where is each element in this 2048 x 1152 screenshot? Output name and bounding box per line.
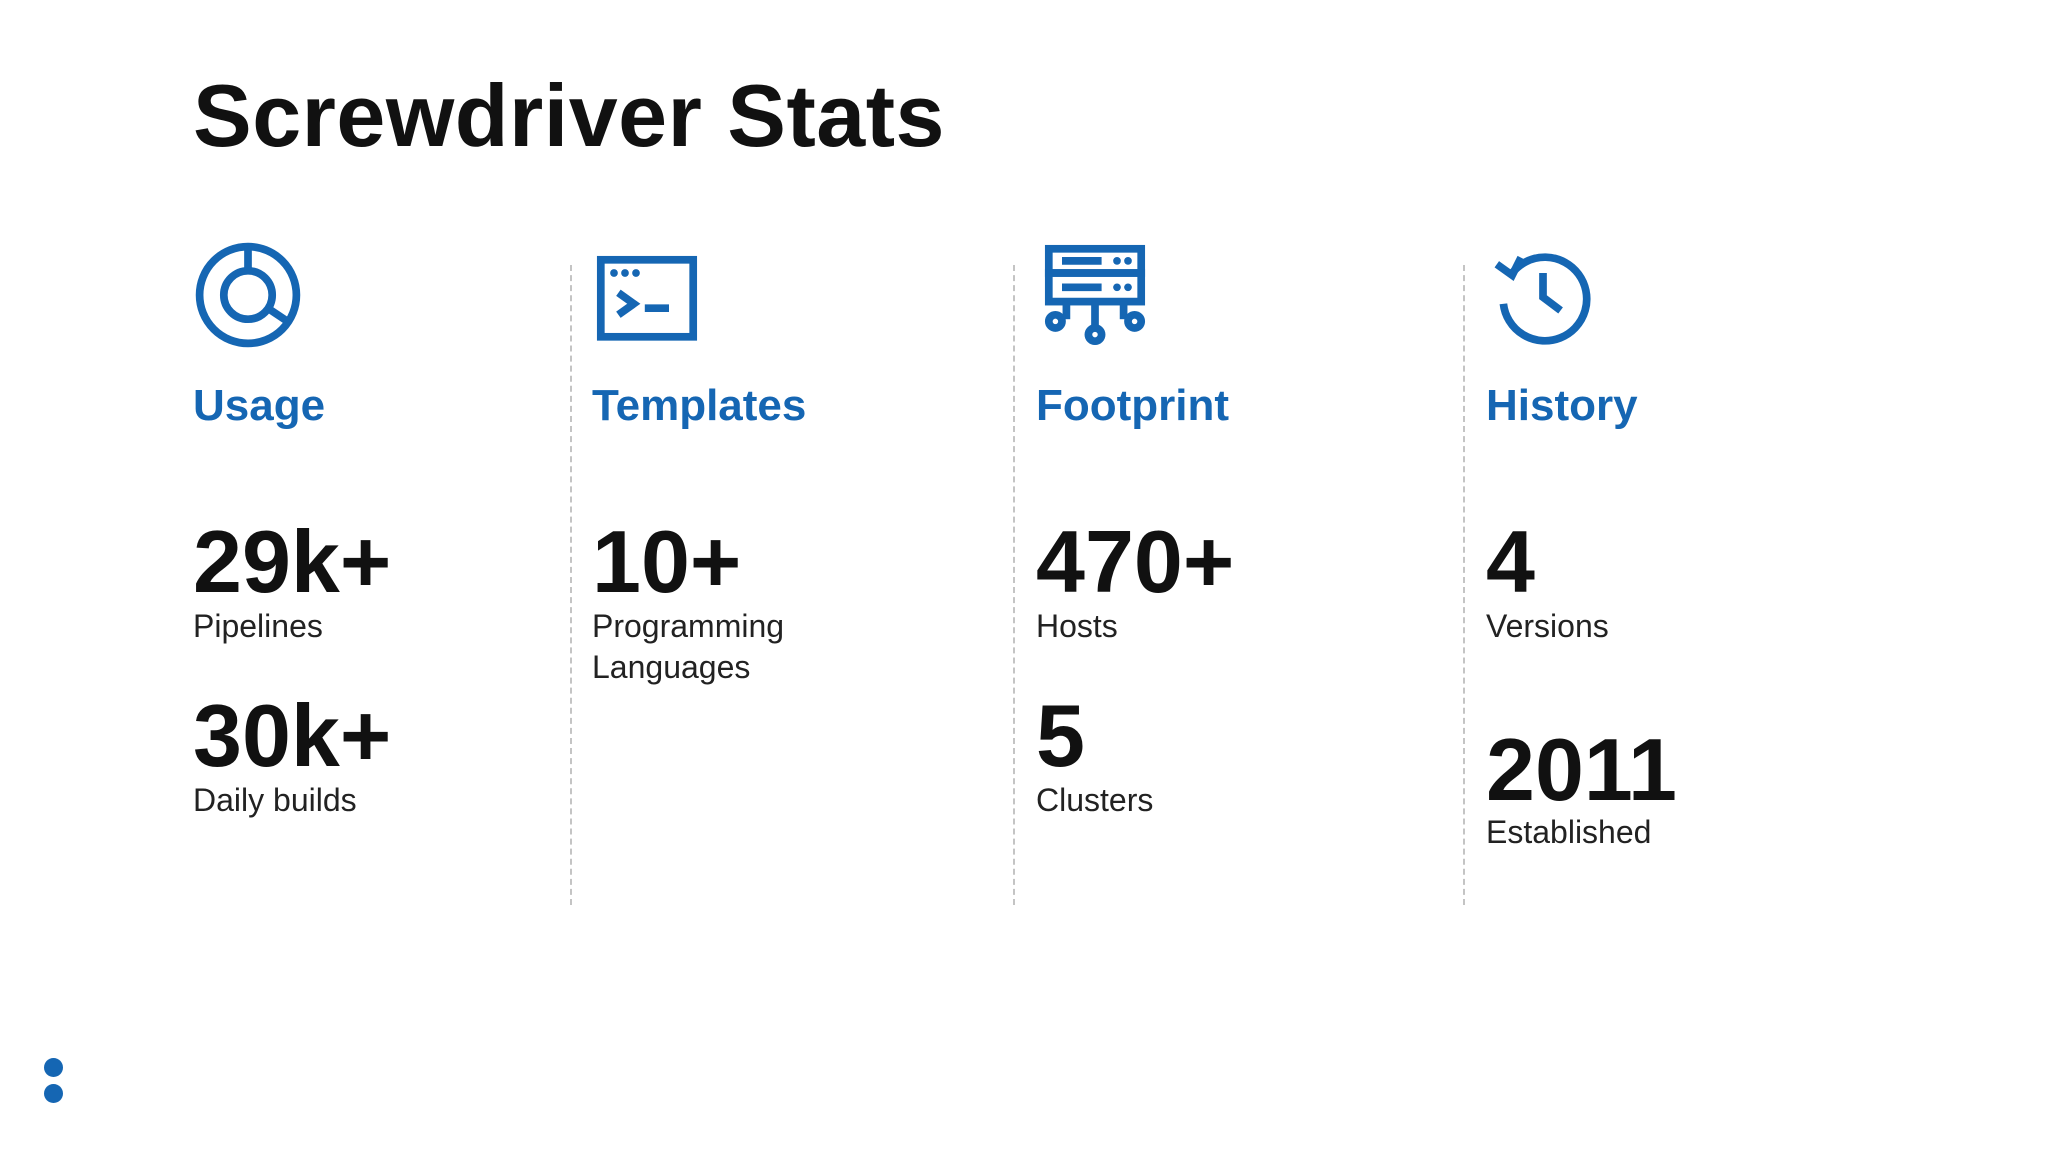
column-divider (570, 265, 572, 905)
stat-value: 470+ (1036, 512, 1235, 611)
column-divider (1463, 265, 1465, 905)
stat-value: 29k+ (193, 512, 392, 611)
stat-label: Programming Languages (592, 608, 785, 685)
stat-value: 10+ (592, 512, 742, 611)
column-heading: Templates (592, 381, 807, 430)
stat-label: Daily builds (193, 782, 357, 818)
column-heading: History (1486, 381, 1638, 430)
stat-value: 2011 (1486, 720, 1677, 819)
stat-label: Hosts (1036, 608, 1118, 644)
stat-value: 5 (1036, 686, 1085, 785)
column-divider (1013, 265, 1015, 905)
stat-label: Established (1486, 814, 1652, 850)
page-title: Screwdriver Stats (193, 66, 945, 165)
stat-value: 4 (1486, 512, 1535, 611)
stat-label: Versions (1486, 608, 1609, 644)
stat-label: Clusters (1036, 782, 1154, 818)
column-heading: Usage (193, 381, 326, 430)
terminal-window-icon (592, 240, 702, 350)
stat-label: Pipelines (193, 608, 323, 644)
stat-value: 30k+ (193, 686, 392, 785)
history-clock-icon (1488, 240, 1598, 350)
donut-chart-icon (193, 240, 303, 350)
server-network-icon (1040, 240, 1150, 350)
column-heading: Footprint (1036, 381, 1230, 430)
slide-dots-icon (44, 1058, 66, 1104)
